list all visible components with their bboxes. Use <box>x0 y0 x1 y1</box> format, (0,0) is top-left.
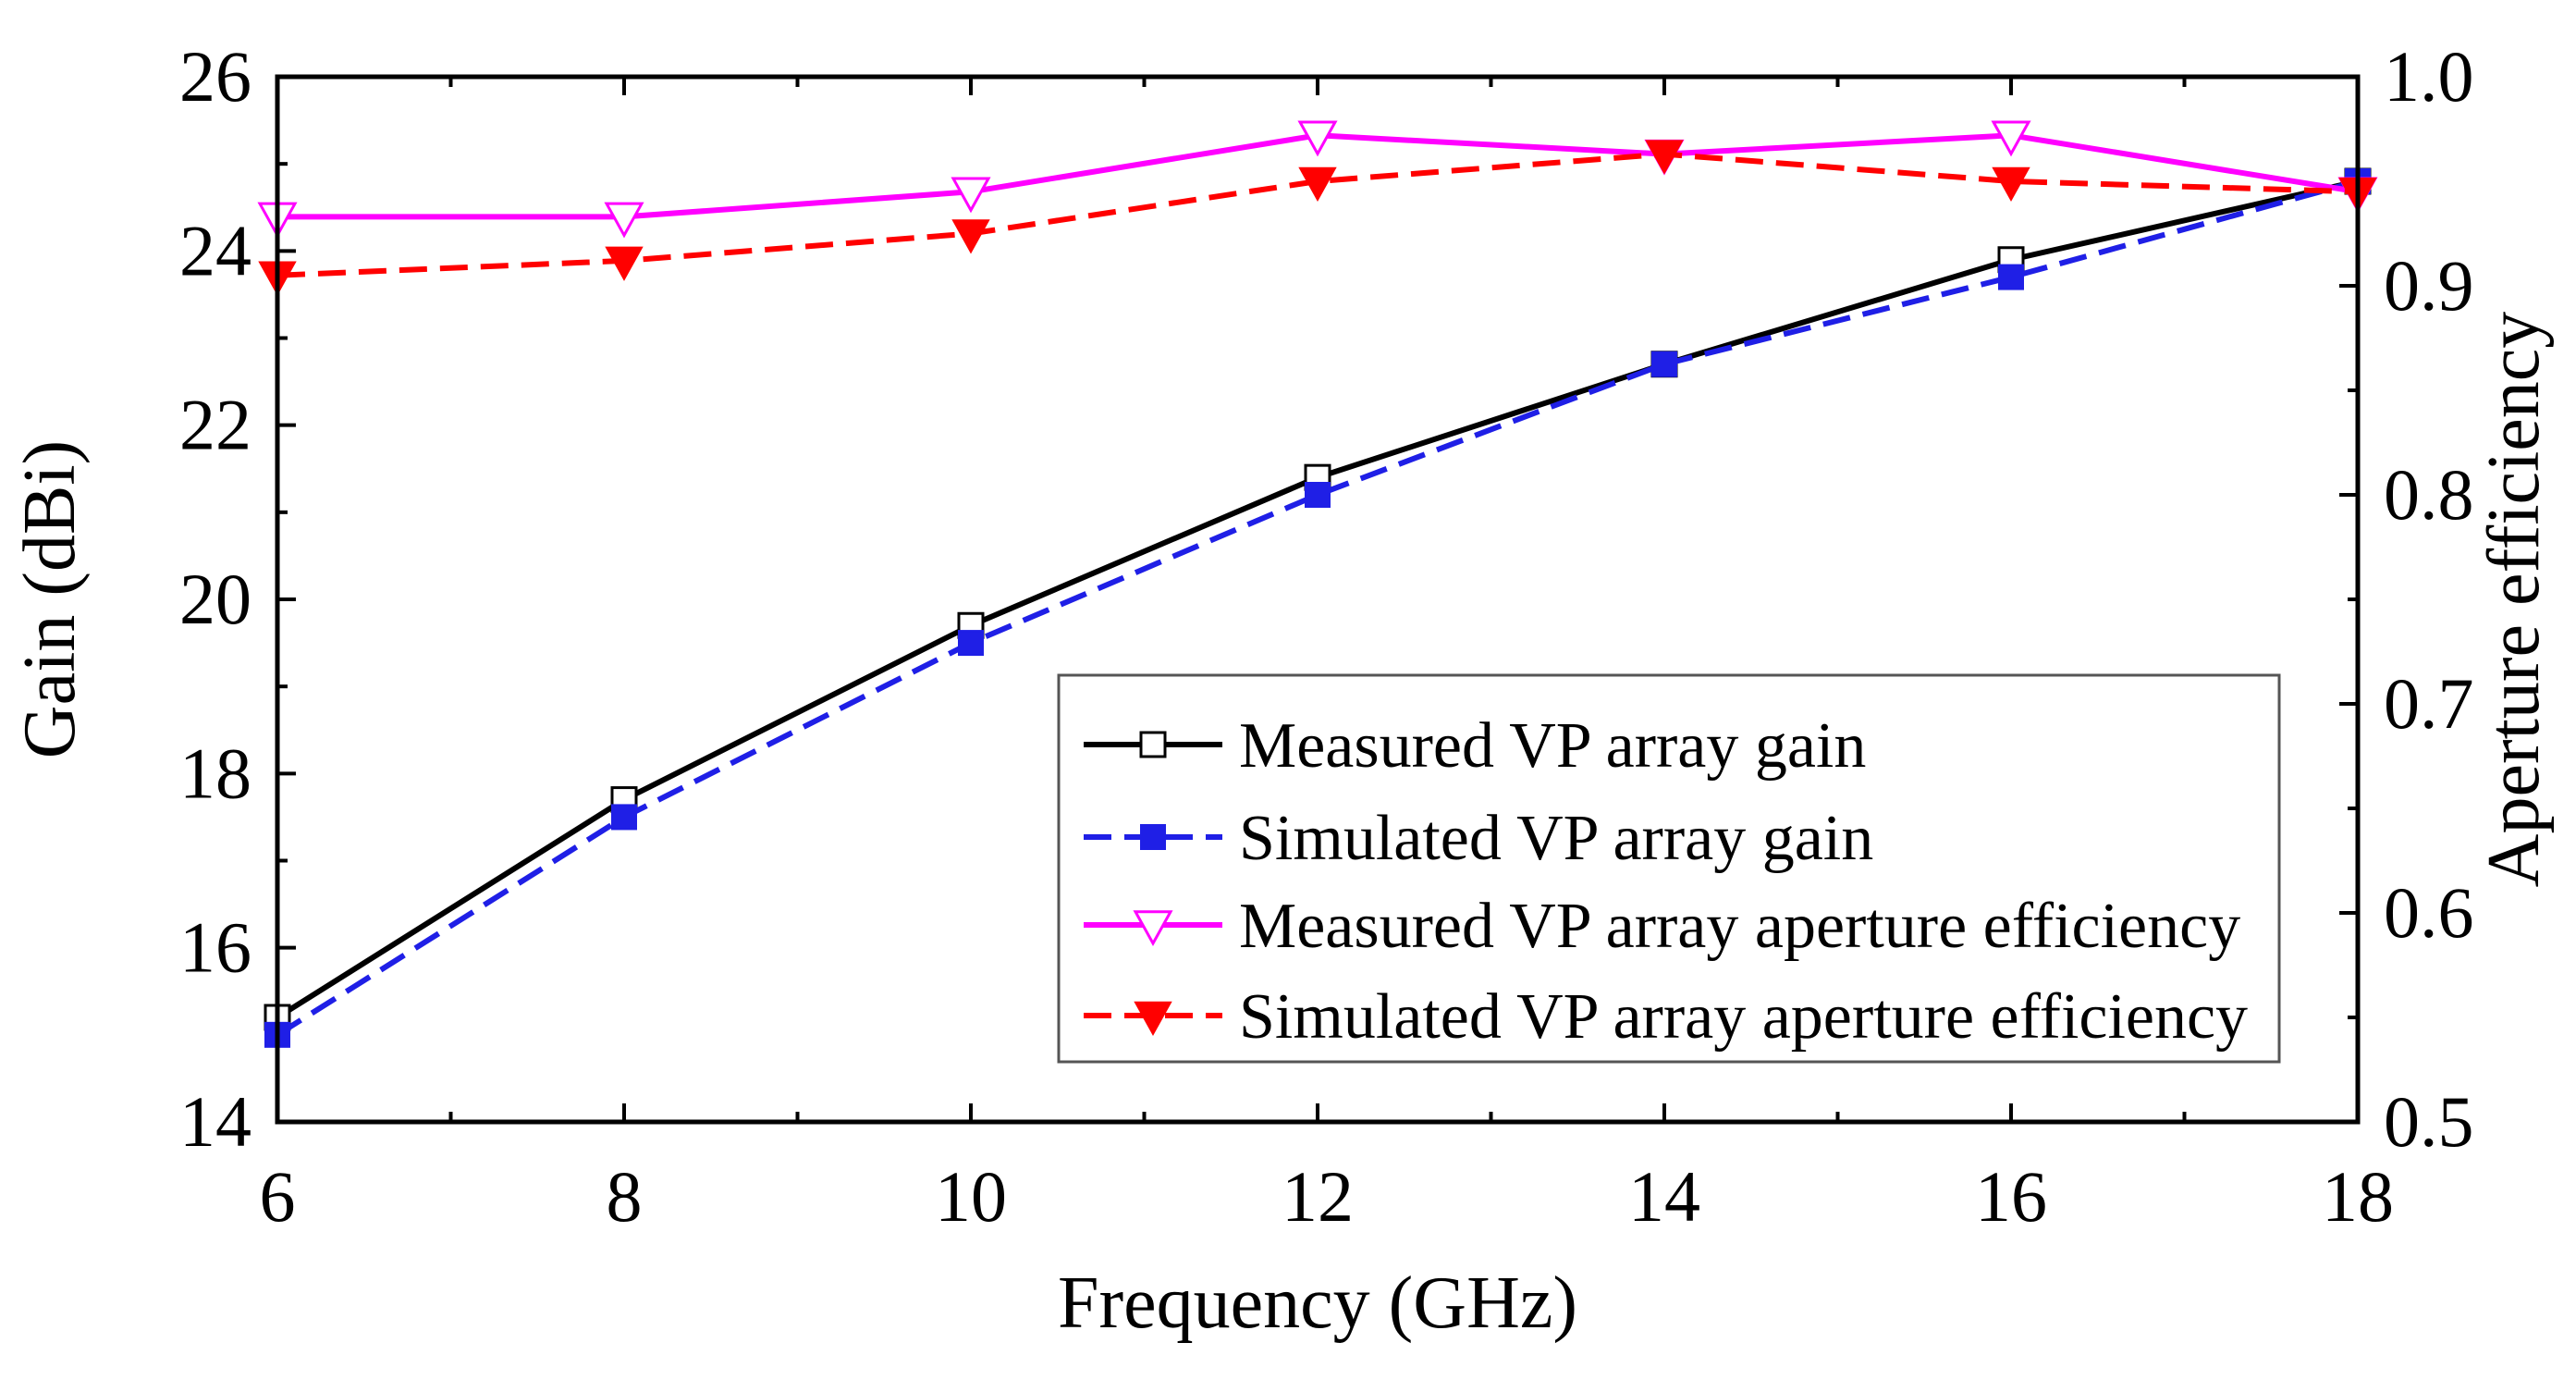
legend-items: Measured VP array gain Simulated VP array… <box>1084 710 2248 1053</box>
legend-label-2: Simulated VP array gain <box>1239 803 1873 874</box>
series-4-point <box>951 219 990 254</box>
series-layer <box>257 120 2378 1048</box>
y-axis-title: Gain (dBi) <box>9 440 91 758</box>
series-4-point <box>1298 166 1337 203</box>
series-2-point <box>1305 482 1331 508</box>
legend: Measured VP array gain Simulated VP array… <box>1057 673 2281 1064</box>
y-tick-label: 24 <box>179 210 251 290</box>
y2-axis-title: Aperture efficiency <box>2473 312 2555 888</box>
series-3-point <box>1991 120 2031 157</box>
legend-marker-1 <box>1139 731 1167 758</box>
y2-tick-label: 1.0 <box>2384 36 2474 117</box>
x-tick-label: 14 <box>1628 1156 1700 1237</box>
series-4-point <box>1992 166 2030 203</box>
y-tick-label: 18 <box>179 733 251 813</box>
legend-label-1: Measured VP array gain <box>1239 710 1866 782</box>
x-tick-label: 18 <box>2322 1156 2394 1237</box>
plot-area-frame <box>275 74 2361 1125</box>
series-2-point <box>958 630 984 657</box>
x-axis-title: Frequency (GHz) <box>1058 1263 1577 1344</box>
x-tick-label: 8 <box>607 1156 643 1237</box>
y2-tick-label: 0.7 <box>2384 663 2474 744</box>
legend-box <box>1057 673 2281 1064</box>
legend-label-4: Simulated VP array aperture efficiency <box>1239 981 2248 1053</box>
series-3-point <box>1297 120 1338 157</box>
y2-tick-label: 0.5 <box>2384 1081 2474 1162</box>
series-3-point <box>951 177 991 214</box>
legend-label-3: Measured VP array aperture efficiency <box>1239 891 2240 962</box>
y-tick-label: 26 <box>179 36 251 117</box>
x-tick-label: 10 <box>935 1156 1007 1237</box>
y-tick-label: 22 <box>179 385 251 465</box>
series-2-point <box>1651 351 1677 377</box>
y2-tick-label: 0.8 <box>2384 454 2474 535</box>
ticks-layer: 6 8 10 12 14 16 18 14 16 18 20 22 24 26 0.5 0.6 0.7 0.8 0.… <box>179 36 2474 1237</box>
series-4-point <box>605 246 644 281</box>
y-tick-label: 16 <box>179 907 251 988</box>
x-tick-label: 12 <box>1282 1156 1354 1237</box>
series-2-point <box>1998 264 2024 290</box>
legend-marker-2 <box>1140 824 1166 850</box>
legend-marker-3 <box>1133 910 1173 947</box>
y-tick-label: 20 <box>179 559 251 639</box>
series-4-point <box>1645 140 1684 175</box>
y-tick-label: 14 <box>179 1081 251 1162</box>
series-2-point <box>611 804 637 831</box>
x-tick-label: 6 <box>260 1156 296 1237</box>
legend-marker-4 <box>1134 1001 1172 1037</box>
y2-tick-label: 0.9 <box>2384 245 2474 326</box>
y2-tick-label: 0.6 <box>2384 872 2474 953</box>
series-3-point <box>604 202 644 239</box>
x-tick-label: 16 <box>1975 1156 2047 1237</box>
